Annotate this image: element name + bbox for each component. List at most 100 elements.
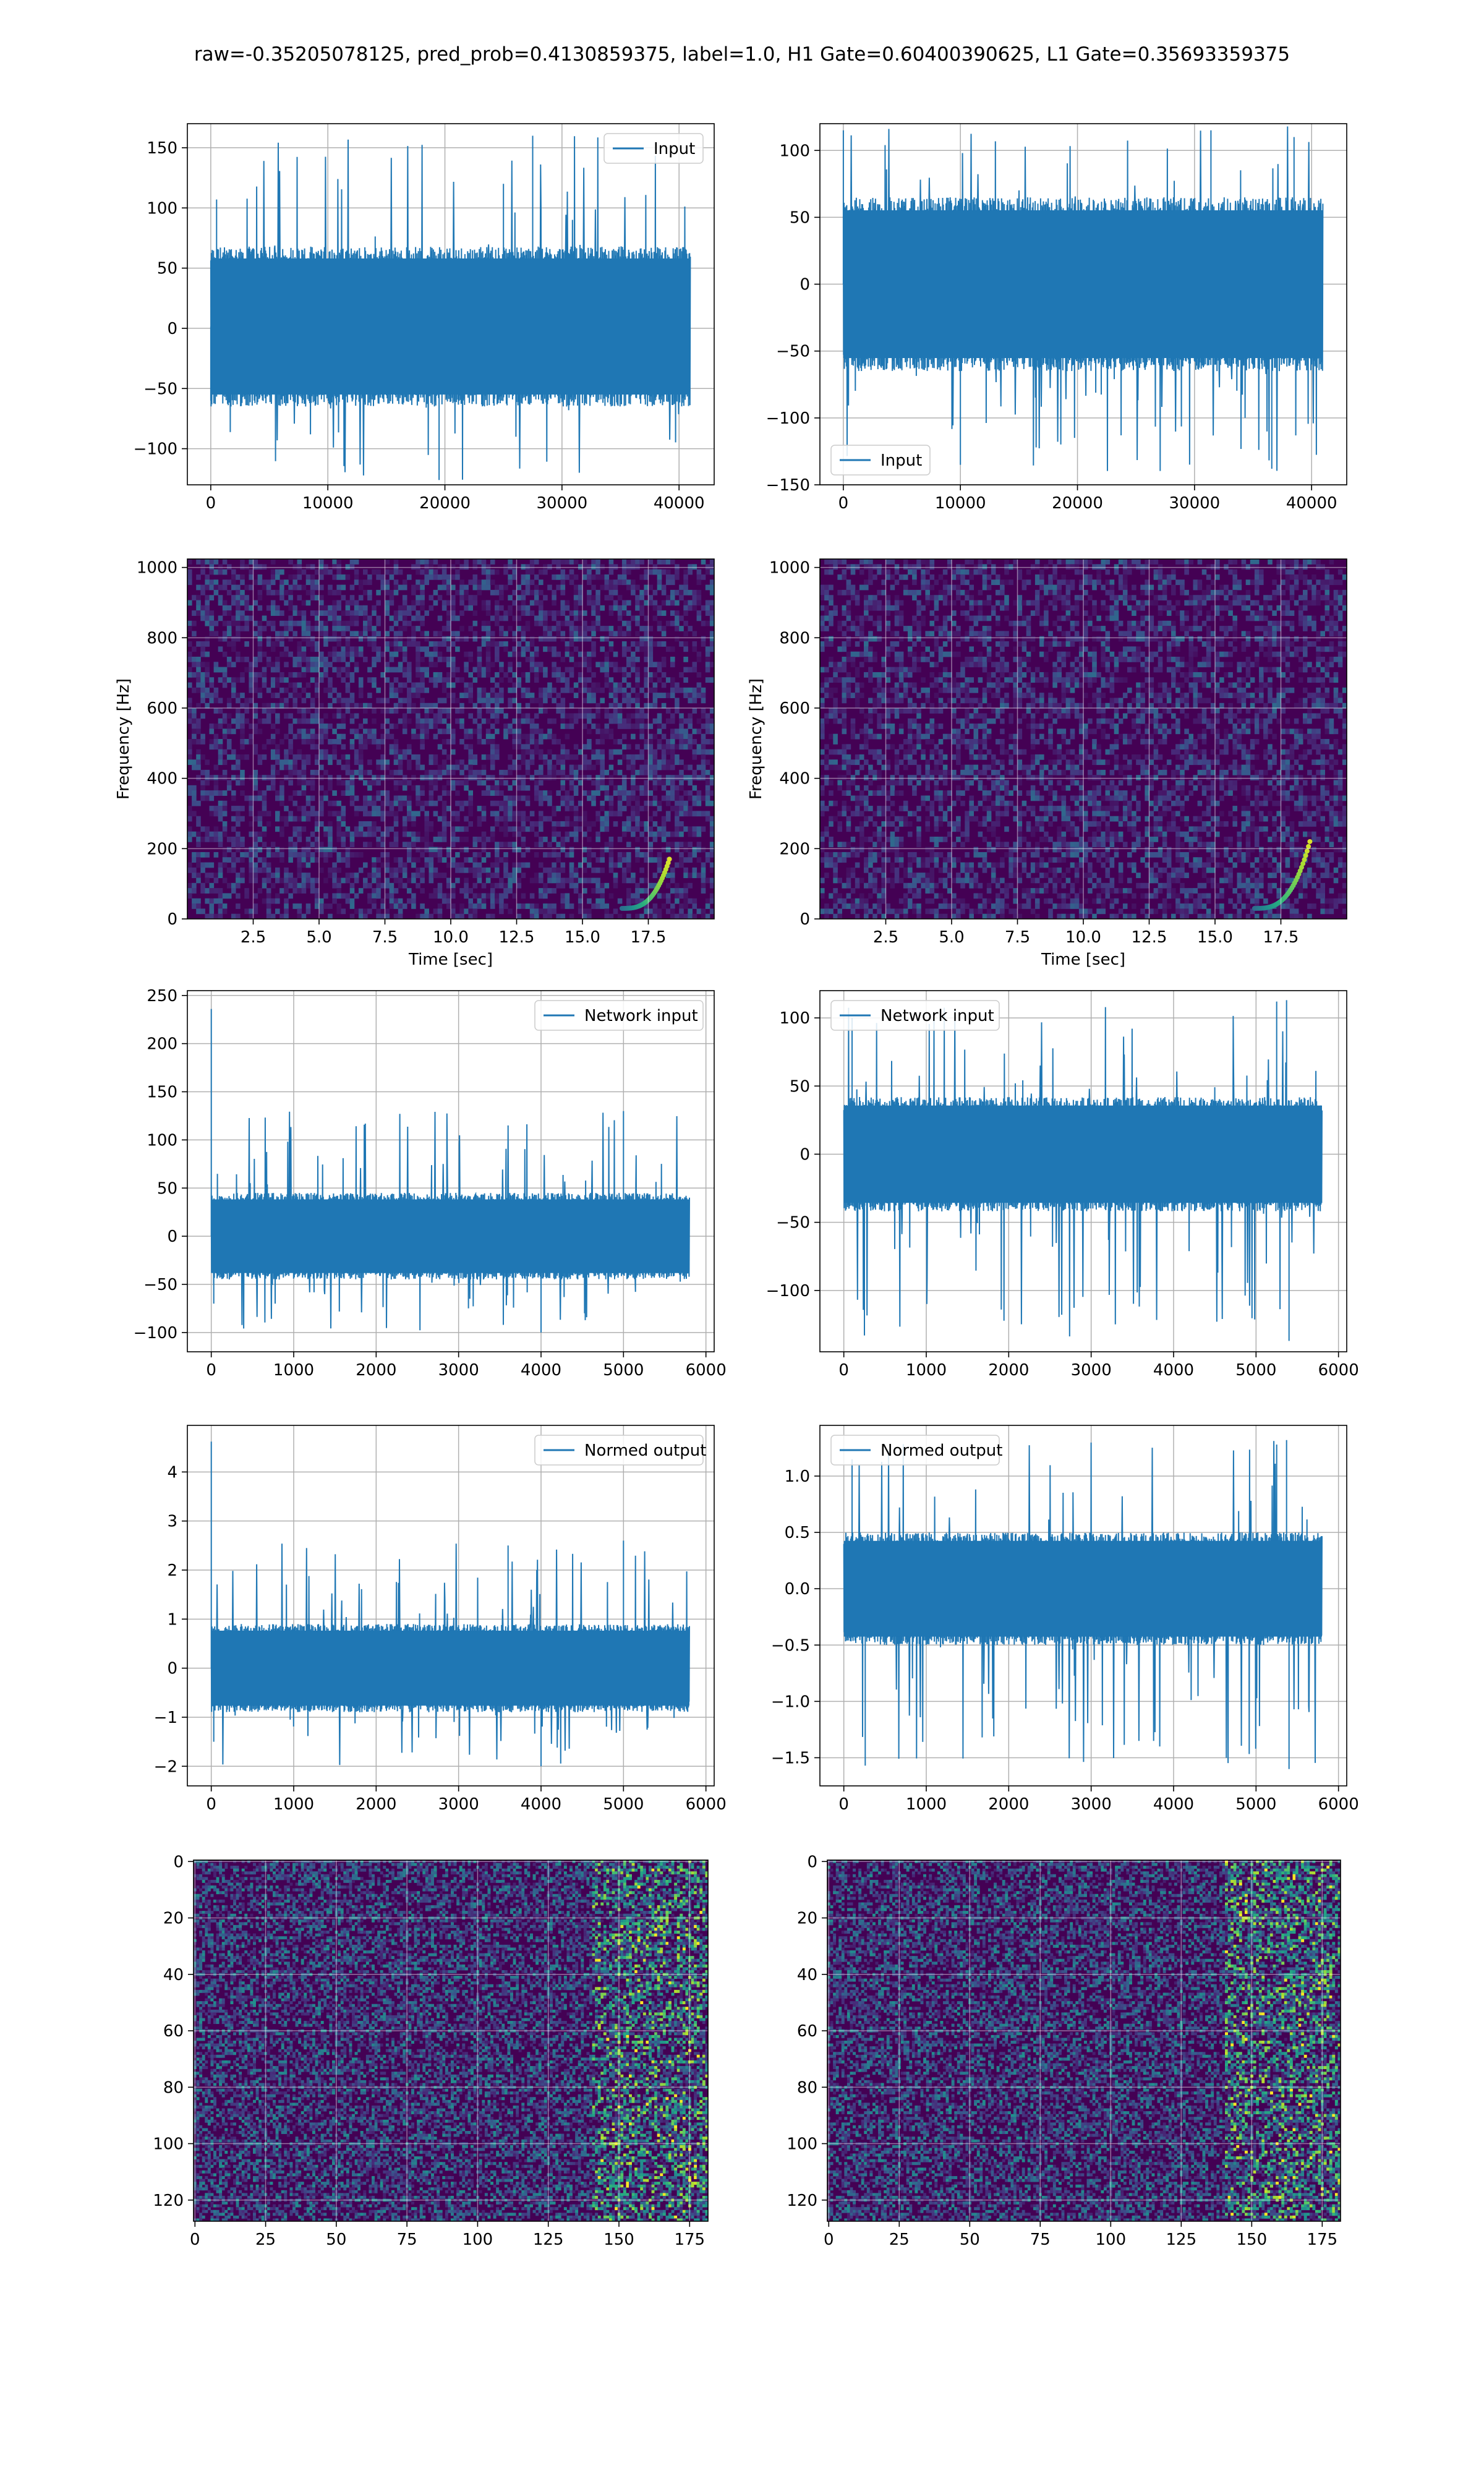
y-tick-label: 100 [779,142,810,160]
x-tick-label: 5000 [603,1795,644,1814]
y-tick-label: −150 [766,476,810,495]
legend-label: Input [881,451,922,470]
legend-label: Normed output [584,1441,706,1460]
x-tick-label: 15.0 [1197,928,1233,947]
x-tick-label: 50 [960,2231,980,2249]
y-tick-label: −50 [143,1276,177,1294]
x-tick-label: 5000 [1235,1361,1276,1380]
x-tick-label: 5.0 [939,928,964,947]
series-band [844,1541,1322,1637]
y-axis-label: Frequency [Hz] [747,678,765,800]
y-tick-label: 1000 [137,559,177,578]
x-tick-label: 17.5 [1263,928,1299,947]
x-tick-label: 150 [603,2231,634,2249]
x-tick-label: 0 [206,1361,216,1380]
y-tick-label: 250 [147,987,177,1005]
x-tick-label: 7.5 [372,928,398,947]
legend: Input [604,134,703,163]
x-tick-label: 25 [255,2231,276,2249]
x-tick-label: 2000 [988,1361,1029,1380]
y-tick-label: 80 [797,2078,817,2097]
x-tick-label: 3000 [1071,1361,1112,1380]
x-tick-label: 0 [838,494,849,513]
y-tick-label: 60 [163,2022,184,2041]
y-tick-label: 200 [147,840,177,858]
y-tick-label: −50 [776,343,810,361]
y-tick-label: 0 [167,1227,177,1246]
y-tick-label: −100 [766,1282,810,1300]
x-tick-label: 1000 [273,1795,314,1814]
y-tick-label: 50 [157,260,177,278]
x-tick-label: 10.0 [1065,928,1101,947]
x-tick-label: 5.0 [306,928,331,947]
legend: Network input [535,1001,703,1030]
y-axis-label: Frequency [Hz] [114,678,133,800]
y-tick-label: 2 [167,1561,177,1580]
series-band [211,1200,689,1273]
x-tick-label: 2000 [988,1795,1029,1814]
y-tick-label: 0 [173,1853,184,1871]
x-tick-label: 10000 [302,494,354,513]
x-axis-label: Time [sec] [408,950,493,969]
y-tick-label: 0 [167,910,177,929]
x-tick-label: 10000 [935,494,986,513]
y-tick-label: −1 [154,1709,177,1727]
x-tick-label: 175 [674,2231,705,2249]
y-tick-label: 3 [167,1513,177,1531]
x-tick-label: 0 [824,2231,834,2249]
y-tick-label: 100 [779,1009,810,1028]
x-tick-label: 12.5 [1132,928,1167,947]
y-tick-label: 20 [797,1910,817,1928]
y-tick-label: 50 [790,1077,810,1096]
y-tick-label: 120 [787,2192,817,2210]
x-tick-label: 125 [533,2231,564,2249]
y-tick-label: 4 [167,1463,177,1482]
x-tick-label: 6000 [1318,1361,1359,1380]
x-tick-label: 0 [206,494,216,513]
x-tick-label: 4000 [1153,1795,1194,1814]
y-tick-label: −100 [766,409,810,428]
x-tick-label: 1000 [273,1361,314,1380]
legend-label: Network input [881,1007,994,1025]
x-tick-label: 175 [1307,2231,1338,2249]
x-tick-label: 100 [1096,2231,1127,2249]
x-tick-label: 25 [889,2231,910,2249]
legend: Network input [831,1001,999,1030]
series-band [844,1106,1322,1203]
x-tick-label: 12.5 [499,928,535,947]
x-tick-label: 2000 [356,1795,396,1814]
x-tick-label: 4000 [521,1361,561,1380]
x-tick-label: 20000 [1052,494,1103,513]
x-tick-label: 6000 [686,1361,727,1380]
series-band [211,258,691,395]
x-tick-label: 4000 [1153,1361,1194,1380]
y-tick-label: 800 [779,629,810,647]
y-tick-label: 0 [167,1660,177,1678]
heatmap-cells [827,1860,1341,2221]
series-band [843,210,1323,358]
x-tick-label: 6000 [686,1795,727,1814]
y-tick-label: 100 [147,1131,177,1150]
x-tick-label: 3000 [438,1795,479,1814]
x-tick-label: 2.5 [241,928,266,947]
y-tick-label: 1000 [769,559,810,578]
legend: Input [831,445,930,475]
y-tick-label: 50 [790,208,810,227]
x-tick-label: 2.5 [873,928,898,947]
x-tick-label: 1000 [906,1361,947,1380]
x-tick-label: 5000 [603,1361,644,1380]
x-tick-label: 3000 [438,1361,479,1380]
y-tick-label: 100 [153,2135,184,2154]
x-tick-label: 30000 [537,494,588,513]
y-tick-label: −2 [154,1757,177,1776]
y-tick-label: 150 [147,1083,177,1102]
y-tick-label: 50 [157,1179,177,1198]
x-tick-label: 150 [1237,2231,1268,2249]
x-axis-label: Time [sec] [1041,950,1125,969]
